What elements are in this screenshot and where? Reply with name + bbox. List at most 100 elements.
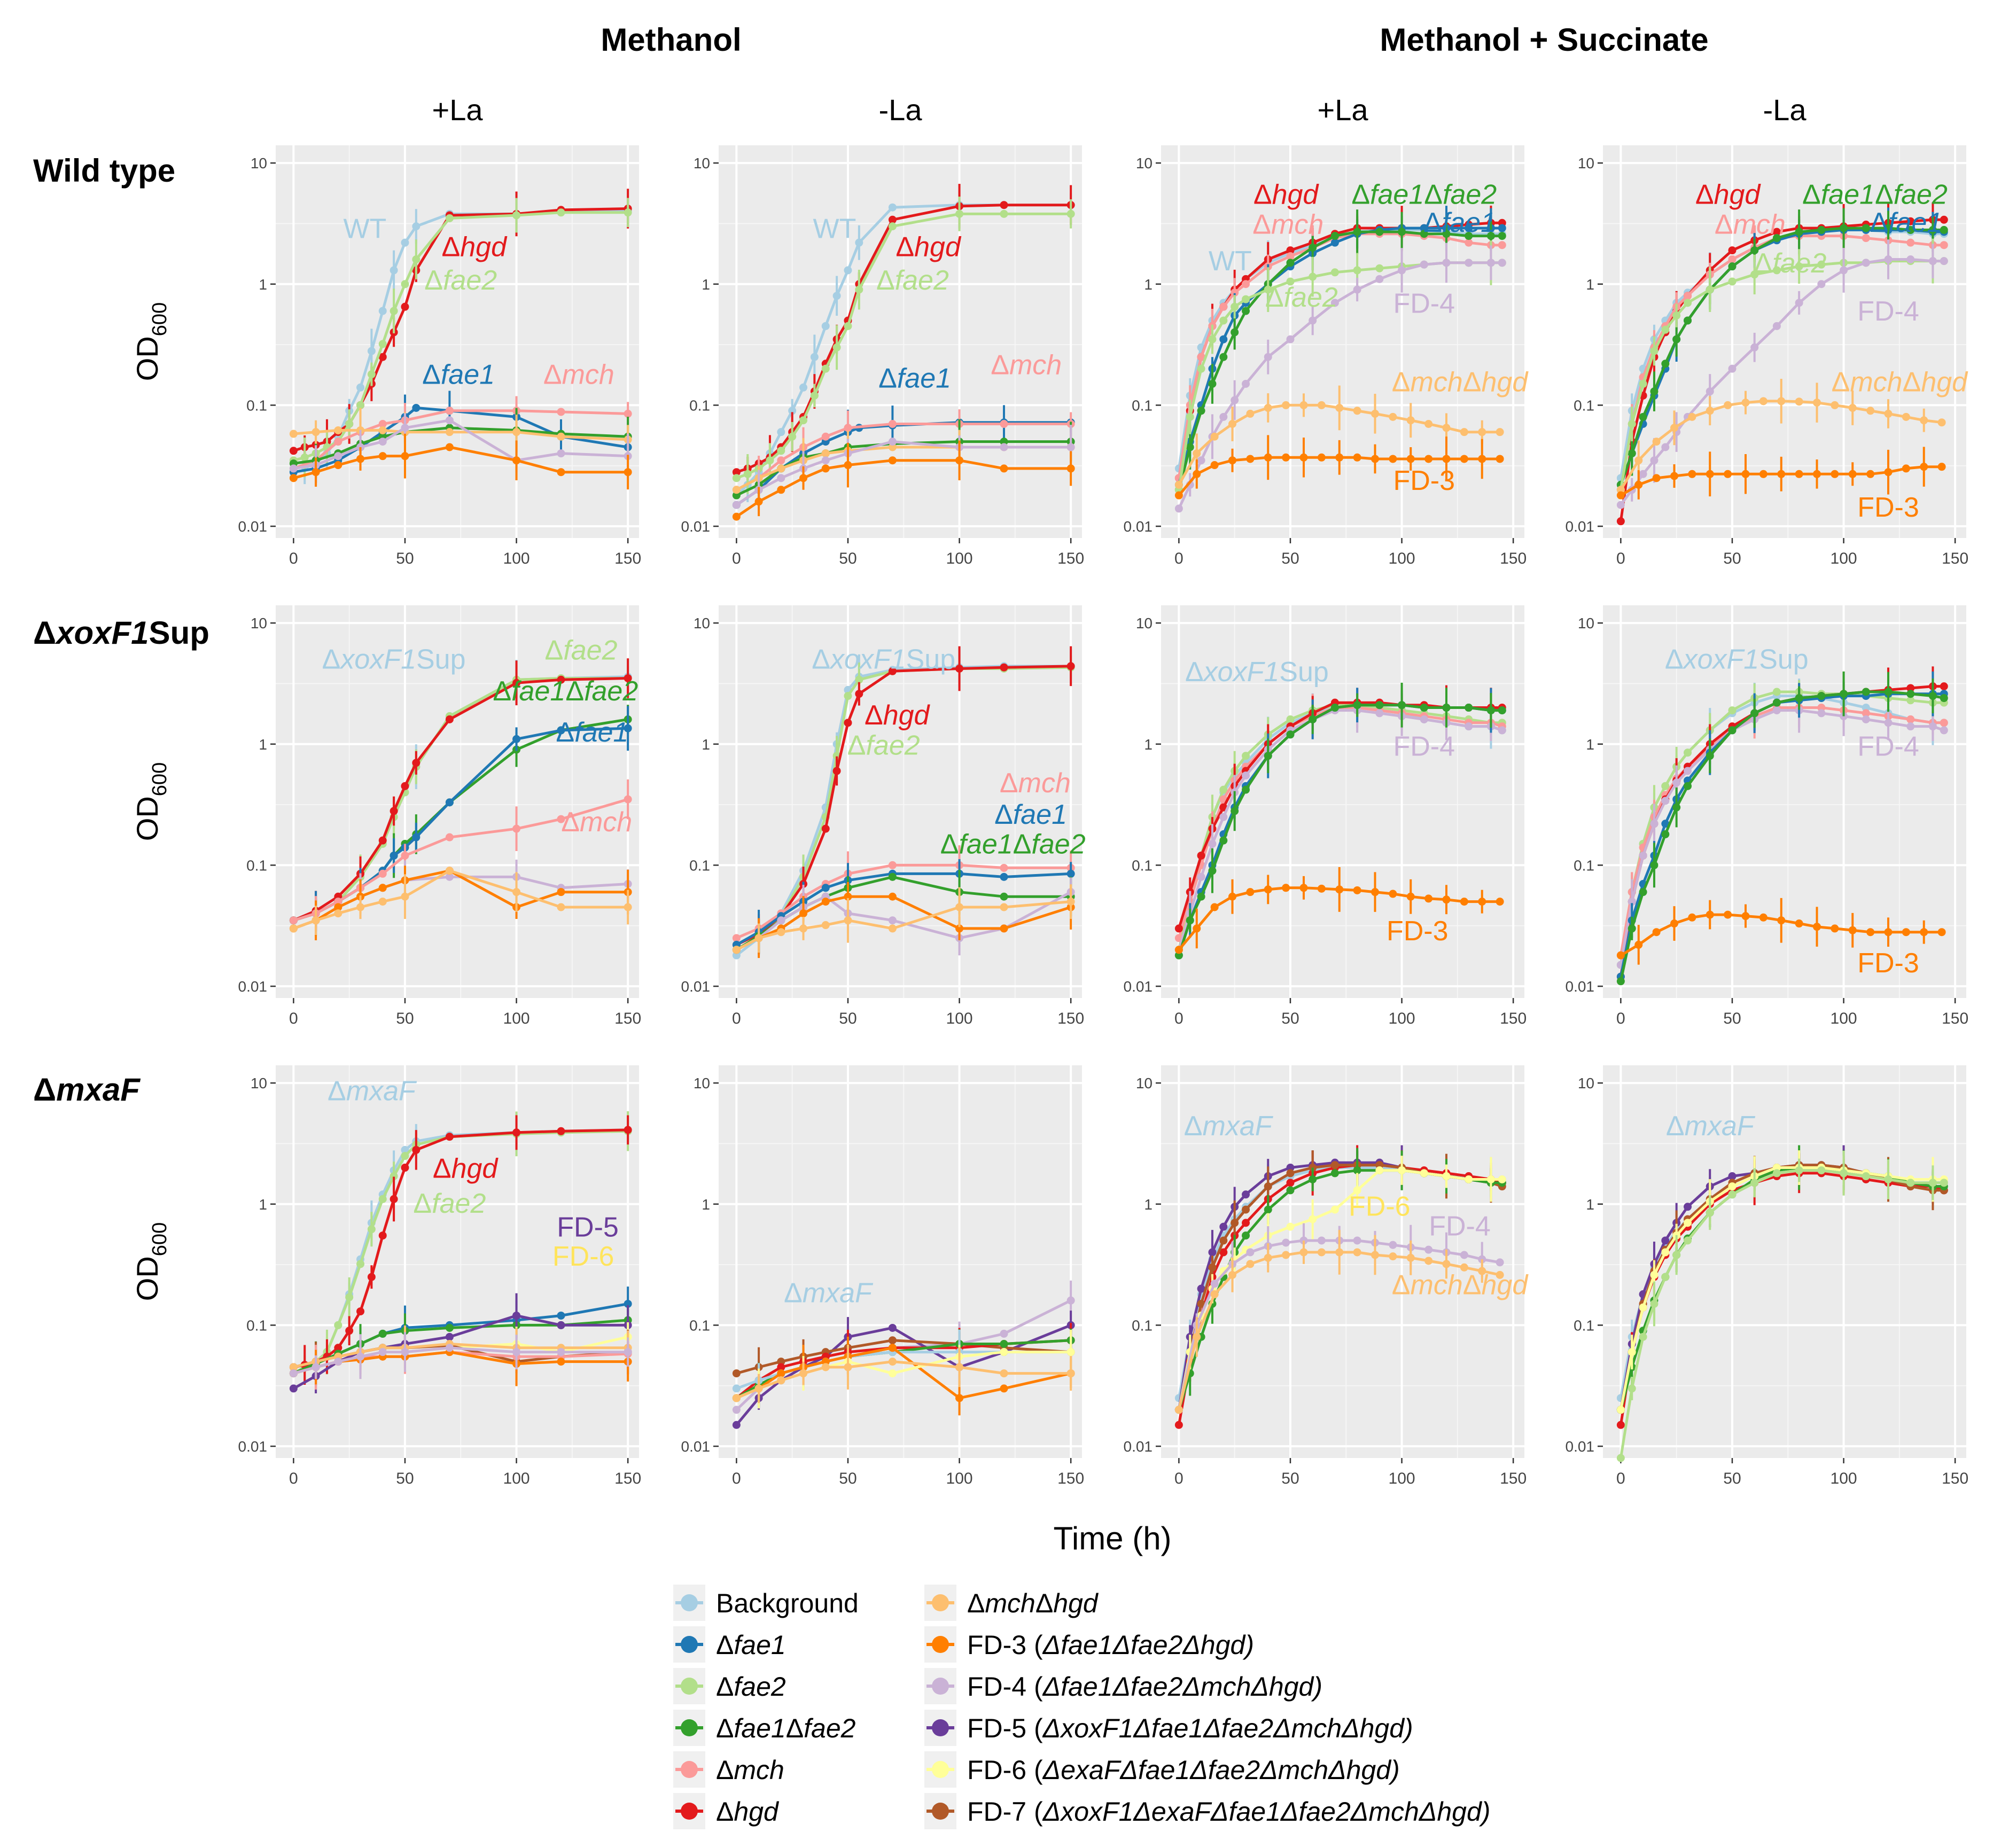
panel-background [276, 605, 639, 998]
data-point [1684, 1203, 1692, 1211]
data-point [1219, 335, 1228, 344]
series-annotation: FD-3 [1393, 465, 1455, 496]
series-annotation: ΔmchΔhgd [1832, 367, 1969, 398]
data-point [1442, 1260, 1451, 1268]
y-tick-label: 0.1 [689, 1317, 710, 1334]
y-tick-label: 0.01 [238, 518, 268, 535]
data-point [1193, 449, 1201, 458]
x-tick-label: 100 [1831, 550, 1857, 567]
data-point [1186, 443, 1194, 451]
data-point [1282, 1238, 1290, 1247]
data-point [401, 1145, 409, 1154]
legend-key-point [932, 1719, 949, 1736]
data-point [1661, 782, 1670, 790]
data-point [1424, 1257, 1433, 1265]
data-point [1000, 924, 1008, 933]
data-point [1772, 688, 1781, 696]
series-line [293, 409, 628, 470]
data-point [378, 836, 387, 845]
data-point [1496, 1270, 1504, 1279]
data-point [1264, 285, 1272, 294]
x-tick-label: 150 [1500, 1470, 1527, 1487]
data-point [788, 432, 797, 441]
data-point [1650, 456, 1659, 465]
data-point [1398, 266, 1406, 275]
data-point [777, 928, 785, 937]
data-point [1330, 1161, 1339, 1169]
data-point [345, 1327, 354, 1335]
data-point [732, 934, 741, 942]
data-point [624, 724, 632, 732]
data-point [888, 1336, 897, 1345]
data-point [1330, 299, 1339, 307]
data-point [1353, 228, 1361, 236]
x-tick-label: 50 [396, 550, 414, 567]
data-point [1406, 1253, 1415, 1262]
data-point [1353, 285, 1361, 294]
data-point [1398, 228, 1406, 236]
data-point [1772, 322, 1781, 330]
x-tick-label: 0 [732, 1470, 741, 1487]
series-line [736, 423, 1071, 492]
data-point [1498, 259, 1506, 267]
data-point [766, 456, 774, 465]
data-point [1375, 228, 1384, 236]
data-point [289, 464, 298, 473]
data-point [1231, 302, 1239, 311]
data-point [1066, 464, 1075, 473]
data-point [732, 486, 741, 494]
data-point [1639, 851, 1647, 860]
data-point [1906, 1179, 1915, 1187]
data-point [844, 322, 852, 330]
data-point [378, 452, 387, 461]
data-point [810, 391, 819, 400]
data-point [1616, 517, 1625, 526]
x-tick-label: 0 [1616, 1010, 1625, 1027]
y-tick-label: 10 [1136, 1075, 1153, 1091]
data-point [732, 501, 741, 509]
data-point [367, 1273, 376, 1281]
data-point [1286, 1164, 1295, 1172]
series-FD3 [1174, 435, 1504, 500]
series-annotation: ΔmchΔhgd [1392, 367, 1529, 398]
data-point [1442, 424, 1451, 432]
x-tick-label: 0 [1174, 1010, 1184, 1027]
data-point [1628, 449, 1636, 458]
series-annotation: FD-6 [1349, 1191, 1411, 1222]
data-point [1174, 951, 1183, 960]
data-point [1862, 224, 1870, 232]
x-tick-label: 100 [946, 1010, 973, 1027]
data-point [356, 1260, 365, 1268]
data-point [1906, 238, 1915, 247]
data-point [1940, 694, 1948, 703]
data-point [732, 468, 741, 477]
data-point [1478, 1267, 1486, 1275]
data-point [1174, 946, 1183, 954]
legend-key-point [681, 1719, 698, 1736]
data-point [1906, 217, 1915, 225]
data-point [1309, 272, 1317, 281]
data-point [289, 430, 298, 438]
data-point [1884, 688, 1893, 696]
data-point [732, 512, 741, 521]
x-tick-label: 50 [1723, 550, 1741, 567]
data-point [1317, 1248, 1326, 1257]
legend-item-mch: Δmch [673, 1751, 784, 1788]
data-point [1208, 335, 1217, 344]
legend-key-point [932, 1803, 949, 1820]
data-point [1371, 455, 1379, 463]
data-point [1335, 1248, 1344, 1257]
data-point [1246, 455, 1255, 463]
legend-label: FD-6 (ΔexaFΔfae1Δfae2ΔmchΔhgd) [967, 1755, 1400, 1785]
data-point [888, 438, 897, 446]
x-tick-label: 50 [1281, 550, 1299, 567]
legend-item-mchhgd: ΔmchΔhgd [924, 1585, 1099, 1621]
data-point [1795, 694, 1803, 703]
data-point [888, 872, 897, 881]
data-point [1066, 443, 1075, 451]
data-point [1884, 255, 1893, 263]
data-point [1750, 343, 1759, 352]
data-point [844, 692, 852, 700]
